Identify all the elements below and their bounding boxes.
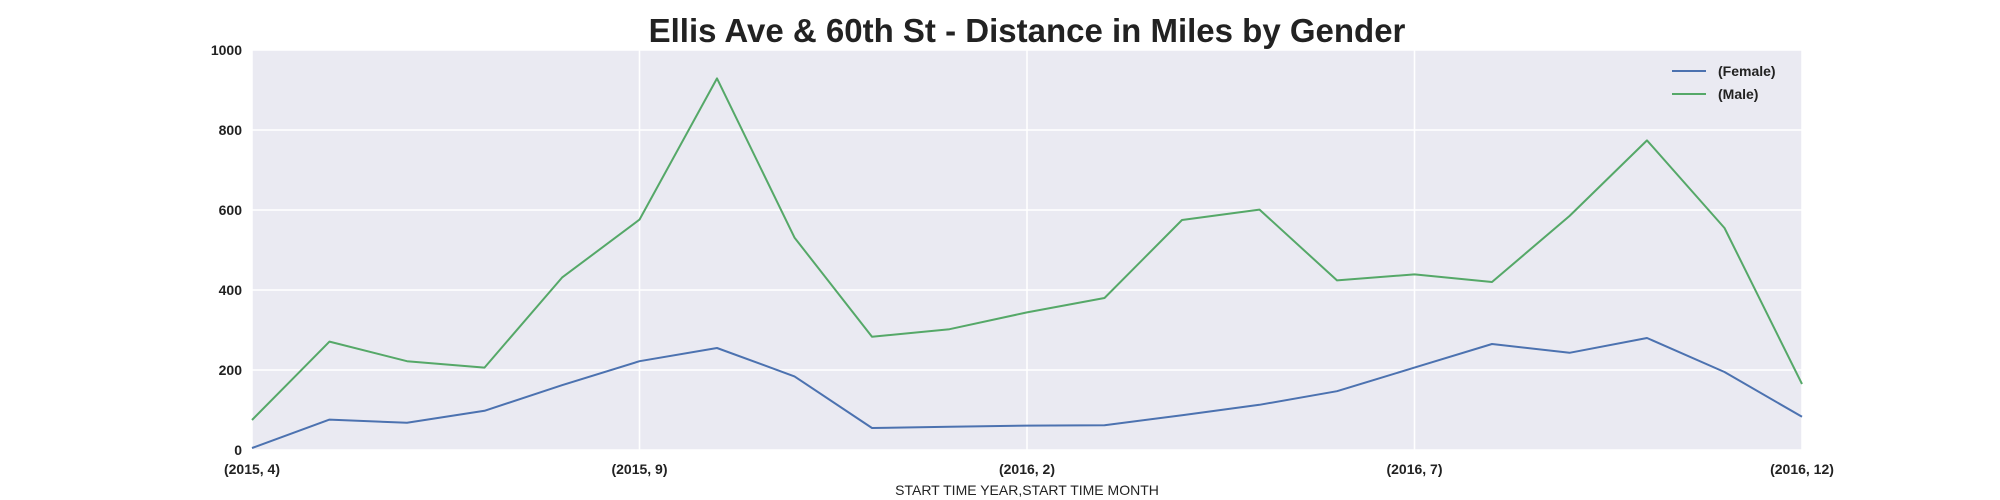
legend-label: (Female) [1718,63,1776,79]
y-tick-label: 1000 [211,42,242,58]
y-tick-label: 600 [219,202,243,218]
x-tick-label: (2015, 9) [611,461,667,477]
y-tick-label: 0 [234,442,242,458]
x-tick-label: (2016, 12) [1770,461,1834,477]
chart-title: Ellis Ave & 60th St - Distance in Miles … [649,12,1406,49]
x-tick-label: (2015, 4) [224,461,280,477]
x-axis-ticks: (2015, 4) (2015, 9) (2016, 2) (2016, 7) (201… [224,461,1834,477]
legend: (Female) (Male) [1672,63,1776,102]
x-axis-label: START TIME YEAR,START TIME MONTH [895,482,1159,498]
series-line-male [251,77,1803,421]
series-lines [251,77,1803,449]
y-tick-label: 800 [219,122,243,138]
x-tick-label: (2016, 2) [999,461,1055,477]
y-axis-ticks: 0 200 400 600 800 1000 [211,42,242,458]
series-line-female [251,337,1803,449]
y-tick-label: 400 [219,282,243,298]
legend-label: (Male) [1718,86,1758,102]
x-tick-label: (2016, 7) [1386,461,1442,477]
y-tick-label: 200 [219,362,243,378]
